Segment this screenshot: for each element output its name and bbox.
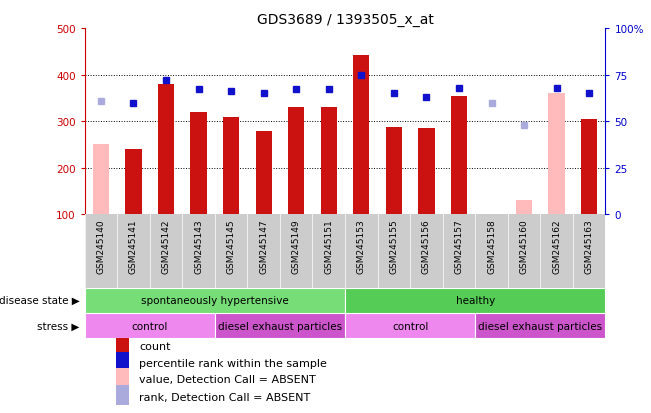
Bar [116, 385, 129, 408]
Text: GSM245142: GSM245142 [161, 218, 171, 273]
Title: GDS3689 / 1393505_x_at: GDS3689 / 1393505_x_at [256, 12, 434, 26]
Bar [116, 352, 129, 375]
Bar [158, 85, 174, 215]
Bar [475, 313, 605, 338]
Bar [516, 201, 533, 215]
Text: rank, Detection Call = ABSENT: rank, Detection Call = ABSENT [139, 392, 311, 402]
Text: control: control [132, 321, 168, 331]
Text: diesel exhaust particles: diesel exhaust particles [478, 321, 602, 331]
Text: GSM245147: GSM245147 [259, 218, 268, 273]
Text: healthy: healthy [456, 296, 495, 306]
Text: spontaneously hypertensive: spontaneously hypertensive [141, 296, 288, 306]
Text: percentile rank within the sample: percentile rank within the sample [139, 358, 327, 368]
Bar [256, 132, 272, 215]
Bar [451, 96, 467, 215]
Text: disease state ▶: disease state ▶ [0, 296, 79, 306]
Bar [223, 117, 240, 215]
Text: GSM245140: GSM245140 [96, 218, 105, 273]
Text: control: control [392, 321, 428, 331]
Bar [288, 108, 305, 215]
Text: GSM245149: GSM245149 [292, 218, 301, 273]
Text: diesel exhaust particles: diesel exhaust particles [218, 321, 342, 331]
Bar [85, 288, 345, 313]
Text: GSM245141: GSM245141 [129, 218, 138, 273]
Bar [85, 313, 215, 338]
Bar [549, 94, 565, 215]
Bar [93, 145, 109, 215]
Text: value, Detection Call = ABSENT: value, Detection Call = ABSENT [139, 375, 316, 385]
Text: GSM245145: GSM245145 [227, 218, 236, 273]
Text: GSM245143: GSM245143 [194, 218, 203, 273]
Bar [345, 313, 475, 338]
Text: GSM245153: GSM245153 [357, 218, 366, 273]
Bar [116, 368, 129, 391]
Text: stress ▶: stress ▶ [37, 321, 79, 331]
Bar [386, 128, 402, 215]
Text: GSM245155: GSM245155 [389, 218, 398, 273]
Bar [126, 150, 142, 215]
Text: GSM245157: GSM245157 [454, 218, 464, 273]
Bar [581, 119, 598, 215]
Bar [116, 335, 129, 358]
Bar [419, 129, 435, 215]
Bar [321, 108, 337, 215]
Text: GSM245151: GSM245151 [324, 218, 333, 273]
Bar [215, 313, 345, 338]
Bar [191, 113, 207, 215]
Text: count: count [139, 341, 171, 351]
Text: GSM245162: GSM245162 [552, 218, 561, 273]
Text: GSM245158: GSM245158 [487, 218, 496, 273]
Bar [345, 288, 605, 313]
Text: GSM245160: GSM245160 [519, 218, 529, 273]
Bar [353, 55, 370, 215]
Text: GSM245156: GSM245156 [422, 218, 431, 273]
Text: GSM245163: GSM245163 [585, 218, 594, 273]
